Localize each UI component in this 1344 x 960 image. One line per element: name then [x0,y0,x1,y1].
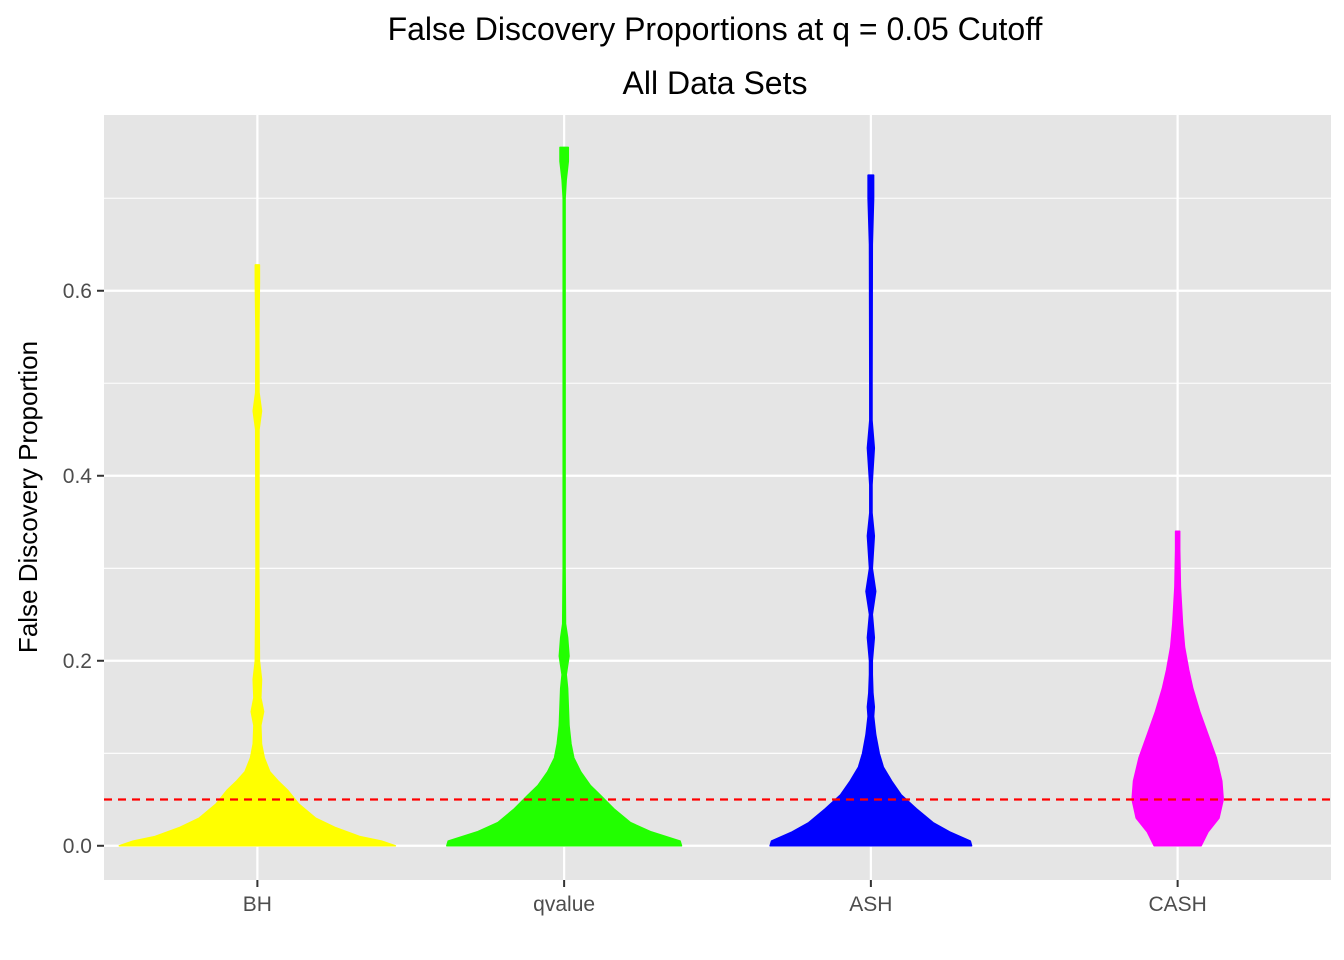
x-tick-label: qvalue [533,893,595,916]
violins [118,146,1224,847]
y-tick-label: 0.4 [63,465,93,488]
y-axis-title: False Discovery Proportion [13,341,43,653]
x-tick-label: CASH [1148,893,1206,916]
y-tick-label: 0.2 [63,650,92,673]
x-axis-ticks: BH qvalue ASH CASH [243,880,1207,916]
y-tick-label: 0.0 [63,835,92,858]
y-tick-label: 0.6 [63,280,92,303]
violin-ash [769,174,973,847]
y-axis-ticks: 0.0 0.2 0.4 0.6 [63,280,104,858]
violin-qvalue [446,146,683,847]
x-tick-label: BH [243,893,272,916]
violin-cash [1131,530,1224,847]
chart-subtitle: All Data Sets [623,65,808,101]
chart-title: False Discovery Proportions at q = 0.05 … [388,11,1043,47]
plot-panel [104,115,1331,880]
violin-bh [118,264,397,847]
x-tick-label: ASH [849,893,892,916]
